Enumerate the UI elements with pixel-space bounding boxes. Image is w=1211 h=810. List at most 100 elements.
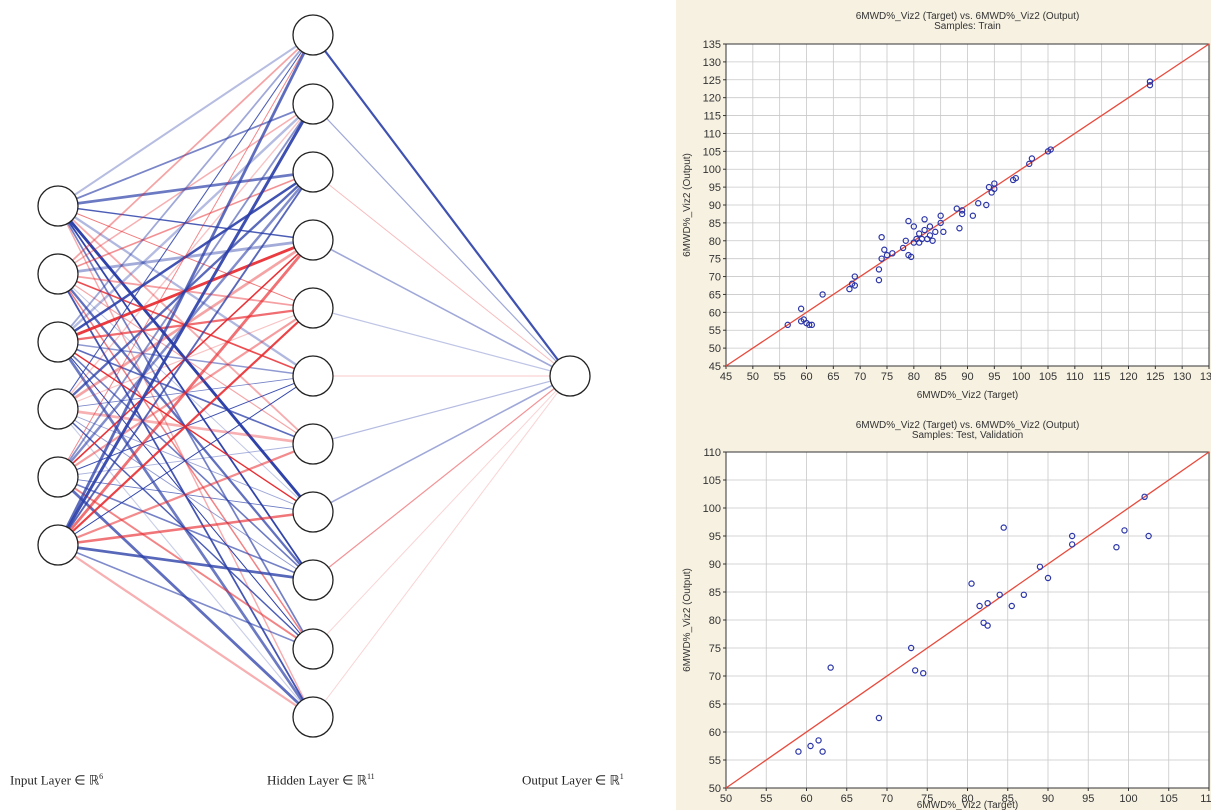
- data-point: [911, 667, 919, 674]
- x-tick-label: 90: [961, 371, 973, 383]
- y-tick-label: 95: [709, 531, 721, 543]
- data-point: [907, 253, 915, 261]
- hidden-layer-label: Hidden Layer ∈ ℝ11: [267, 772, 375, 788]
- data-point: [807, 742, 814, 750]
- x-tick-label: 80: [961, 793, 973, 805]
- chart-title: 6MWD%_Viz2 (Target) vs. 6MWD%_Viz2 (Outp…: [856, 11, 1080, 22]
- data-points: [784, 78, 1154, 329]
- y-tick-label: 55: [709, 755, 721, 767]
- y-tick-label: 65: [709, 699, 721, 711]
- data-point: [819, 748, 826, 755]
- y-axis-label: 6MWD%_Viz2 (Output): [682, 568, 693, 672]
- y-tick-label: 120: [703, 93, 721, 105]
- data-point: [1000, 524, 1007, 531]
- x-tick-label: 110: [1066, 371, 1084, 383]
- nodes: [37, 14, 591, 738]
- data-point: [932, 228, 939, 236]
- output-layer-label: Output Layer ∈ ℝ1: [522, 772, 624, 788]
- x-tick-label: 85: [935, 371, 947, 383]
- data-point: [815, 737, 822, 744]
- input-hidden-connection: [57, 510, 314, 547]
- y-tick-label: 45: [709, 361, 721, 373]
- input-hidden-connection: [57, 170, 314, 344]
- x-tick-label: 80: [908, 371, 920, 383]
- data-point: [905, 217, 912, 225]
- connections: [56, 34, 571, 719]
- data-point: [883, 251, 891, 259]
- data-point: [929, 237, 936, 244]
- data-point: [937, 219, 944, 227]
- hidden-node: [292, 628, 334, 670]
- data-point: [1012, 174, 1019, 182]
- y-tick-label: 70: [709, 272, 721, 284]
- x-tick-label: 50: [720, 793, 732, 805]
- hidden-output-connection: [312, 375, 571, 650]
- reference-line: [725, 451, 1210, 789]
- y-tick-label: 80: [709, 236, 721, 248]
- data-point: [984, 622, 991, 629]
- data-point: [958, 210, 966, 218]
- hidden-node: [292, 491, 334, 533]
- input-hidden-connection: [56, 239, 315, 546]
- input-hidden-connection: [56, 34, 315, 546]
- data-point: [1121, 527, 1128, 534]
- hidden-node: [292, 423, 334, 465]
- y-tick-label: 105: [703, 475, 721, 487]
- x-tick-label: 105: [1160, 793, 1178, 805]
- y-tick-label: 60: [709, 307, 721, 319]
- input-hidden-connection: [57, 34, 314, 275]
- data-point: [983, 201, 990, 209]
- data-point: [805, 321, 813, 329]
- data-point: [819, 291, 826, 298]
- data-point: [827, 664, 834, 671]
- data-point: [910, 223, 918, 230]
- input-hidden-connection: [57, 103, 314, 343]
- data-point: [921, 216, 928, 223]
- x-tick-label: 110: [1200, 793, 1211, 805]
- data-point: [846, 285, 853, 293]
- hidden-node: [292, 14, 334, 56]
- data-point: [984, 599, 991, 607]
- y-tick-label: 110: [703, 447, 721, 459]
- data-point: [996, 591, 1003, 598]
- data-point: [926, 232, 934, 239]
- x-tick-label: 75: [881, 371, 893, 383]
- x-axis-label: 6MWD%_Viz2 (Target): [917, 390, 1019, 400]
- x-tick-label: 55: [760, 793, 772, 805]
- ticks: 45 50 55 60 65 70 75 80 85 90 95 100 105 110 115 120 125…: [703, 39, 1211, 383]
- y-axis-label: 6MWD%_Viz2 (Output): [682, 153, 693, 257]
- data-point: [1141, 493, 1148, 501]
- test-validation-scatter-plot: 50 55 60 65 70 75 80 85 90 95 100 105 110 50 55 60 65 70 7…: [676, 400, 1211, 810]
- hidden-node: [292, 83, 334, 125]
- input-node: [37, 185, 79, 227]
- x-tick-label: 90: [1042, 793, 1054, 805]
- x-tick-label: 105: [1039, 371, 1057, 383]
- chart-subtitle: Samples: Train: [934, 21, 1001, 32]
- hidden-output-connection: [312, 375, 571, 445]
- data-point: [1008, 602, 1015, 610]
- hidden-node: [292, 219, 334, 261]
- data-point: [1068, 532, 1076, 540]
- data-point: [878, 233, 885, 241]
- y-tick-label: 130: [703, 57, 721, 69]
- data-point: [953, 205, 960, 212]
- input-hidden-connection: [57, 307, 314, 546]
- y-tick-label: 70: [709, 671, 721, 683]
- x-tick-label: 60: [800, 793, 812, 805]
- neural-network-diagram: [37, 14, 591, 738]
- y-tick-label: 125: [703, 75, 721, 87]
- input-hidden-connection: [57, 544, 314, 718]
- data-point: [878, 255, 885, 262]
- y-tick-label: 100: [703, 164, 721, 176]
- data-point: [985, 183, 993, 191]
- x-tick-label: 120: [1119, 371, 1137, 383]
- x-tick-label: 70: [881, 793, 893, 805]
- data-point: [1020, 591, 1028, 598]
- data-point: [889, 250, 896, 257]
- input-node: [37, 524, 79, 566]
- train-scatter-plot: 45 50 55 60 65 70 75 80 85 90 95 100 105 110 115 120 125…: [676, 0, 1211, 400]
- hidden-output-connection: [312, 375, 571, 718]
- data-point: [881, 246, 888, 253]
- hidden-output-connection: [312, 171, 571, 377]
- x-tick-label: 130: [1173, 371, 1191, 383]
